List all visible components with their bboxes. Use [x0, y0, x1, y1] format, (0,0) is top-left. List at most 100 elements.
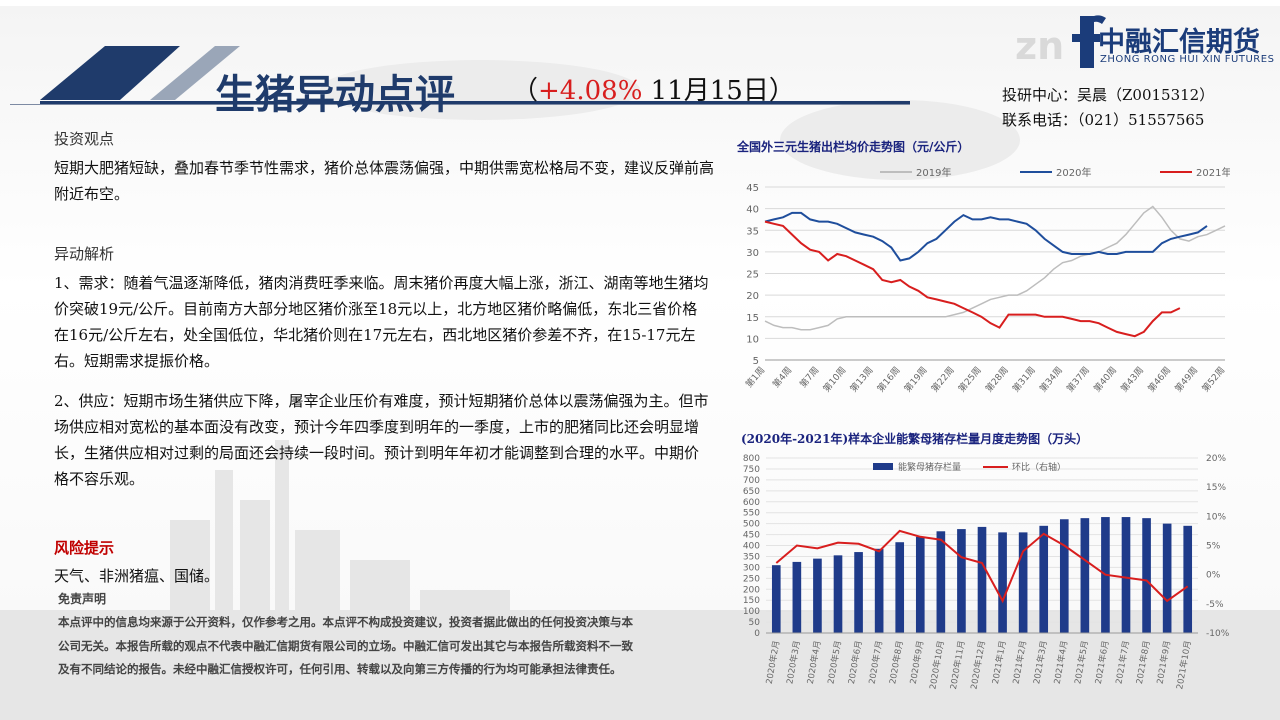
legend-label-line: 环比（右轴） [1012, 461, 1066, 473]
legend-label-0: 2019年 [916, 166, 951, 179]
x-tick-label: 2021年5月 [1072, 640, 1090, 685]
x-tick-label: 2021年6月 [1093, 640, 1111, 685]
bar [854, 552, 863, 633]
x-tick-label: 第22周 [929, 364, 957, 394]
disclaimer-text: 本点评中的信息均来源于公开资料，仅作参考之用。本点评不构成投资建议，投资者据此做… [58, 615, 633, 676]
x-tick-label: 2020年9月 [908, 640, 926, 685]
paren-close: ） [768, 76, 795, 106]
view-section-title: 投资观点 [54, 130, 115, 148]
x-tick-label: 第28周 [983, 364, 1011, 394]
x-tick-label: 2021年9月 [1155, 640, 1173, 685]
y-tick-label: 350 [743, 552, 760, 562]
x-tick-label: 第37周 [1064, 364, 1092, 394]
x-tick-label: 第4周 [770, 364, 794, 390]
y-tick-label: 50 [749, 618, 761, 628]
x-tick-label: 第16周 [874, 364, 902, 394]
y-tick-label: 750 [743, 465, 760, 475]
x-tick-label: 第1周 [743, 364, 767, 390]
y-tick-label: 400 [743, 542, 760, 552]
x-tick-label: 第40周 [1091, 364, 1119, 394]
y-tick-label: 300 [743, 563, 760, 573]
y-tick-label: 0 [754, 629, 760, 639]
bar [1183, 525, 1193, 633]
y-tick-label: 700 [743, 476, 760, 486]
bar [1018, 532, 1028, 633]
legend-swatch-bar [873, 463, 893, 470]
y2-tick-label: 0% [1206, 571, 1221, 581]
bar [833, 555, 843, 633]
bar [1080, 518, 1090, 633]
change-percent: +4.08% [538, 76, 643, 106]
risk-text: 天气、非洲猪瘟、国储。 [54, 567, 220, 585]
x-tick-label: 2021年4月 [1052, 640, 1070, 685]
bar [1162, 523, 1172, 633]
x-tick-label: 第52周 [1199, 364, 1227, 394]
company-logo-icon: zn [1015, 15, 1106, 68]
x-tick-label: 第10周 [820, 364, 848, 394]
logo-name-en: ZHONG RONG HUI XIN FUTURES [1100, 54, 1275, 65]
x-tick-label: 第7周 [797, 364, 821, 390]
series-line-0 [764, 205, 1226, 331]
price-line-chart: 2019年 2020年 2021年 5 10 15 20 25 30 35 40 45 第1周 第4周 第7… [743, 166, 1230, 394]
x-tick-label: 2021年2月 [1011, 640, 1029, 685]
logo-name-cn: 中融汇信期货 [1098, 27, 1260, 58]
x-tick-label: 2020年8月 [887, 640, 905, 685]
analysis-supply-text: 2、供应：短期市场生猪供应下降，屠宰企业压价有难度，预计短期猪价总体以震荡偏强为… [54, 392, 709, 488]
y2-tick-label: 15% [1206, 483, 1226, 493]
y-tick-label: 500 [743, 520, 760, 530]
x-tick-label: 第34周 [1037, 364, 1065, 394]
y2-tick-label: -10% [1206, 629, 1230, 639]
x-tick-label: 第19周 [902, 364, 930, 394]
price-chart-title: 全国外三元生猪出栏均价走势图（元/公斤） [737, 140, 970, 154]
y2-tick-label: 10% [1206, 512, 1226, 522]
x-tick-label: 2020年3月 [784, 640, 802, 685]
x-tick-label: 第46周 [1145, 364, 1173, 394]
y-tick-label: 100 [743, 607, 760, 617]
x-tick-label: 第31周 [1010, 364, 1038, 394]
contact-analyst: 投研中心：吴晨（Z0015312） [1002, 86, 1215, 104]
y-tick-label: 45 [746, 183, 759, 194]
y-tick-label: 30 [746, 248, 759, 259]
x-tick-label: 2020年10月 [927, 640, 946, 691]
mom-line [775, 529, 1189, 604]
x-tick-label: 2020年11月 [948, 640, 967, 691]
svg-text:zn: zn [1015, 24, 1064, 68]
bar [1121, 517, 1131, 633]
y-tick-label: 550 [743, 509, 760, 519]
y-tick-label: 5 [753, 356, 759, 367]
bar [874, 548, 884, 633]
bar [998, 532, 1007, 633]
x-tick-label: 2020年4月 [805, 640, 823, 685]
x-tick-label: 2020年2月 [764, 640, 782, 685]
y-tick-label: 25 [746, 270, 759, 281]
x-tick-label: 2020年12月 [969, 640, 988, 691]
bar [771, 565, 781, 633]
bar [1142, 518, 1151, 633]
y2-tick-label: -5% [1206, 600, 1224, 610]
x-tick-label: 2021年7月 [1113, 640, 1131, 685]
legend-label-2: 2021年 [1196, 166, 1230, 179]
y-tick-label: 35 [746, 226, 759, 237]
x-tick-label: 2020年6月 [846, 640, 864, 685]
bar [1059, 519, 1069, 633]
analysis-demand-text: 1、需求：随着气温逐渐降低，猪肉消费旺季来临。周末猪价再度大幅上涨，浙江、湖南等… [54, 274, 709, 370]
header-banner [0, 0, 1280, 105]
bar [957, 529, 966, 633]
series-line-1 [764, 211, 1208, 262]
x-tick-label: 第25周 [956, 364, 984, 394]
header-stripe-light [150, 46, 240, 100]
legend-label-bar: 能繁母猪存栏量 [898, 461, 961, 473]
series-line-2 [764, 220, 1181, 338]
y-tick-label: 150 [743, 596, 760, 606]
x-tick-label: 2021年3月 [1031, 640, 1049, 685]
y-tick-label: 250 [743, 574, 760, 584]
bar [936, 531, 946, 633]
analysis-section-title: 异动解析 [54, 245, 115, 263]
sow-chart-title: (2020年-2021年)样本企业能繁母猪存栏量月度走势图（万头） [741, 432, 1089, 446]
page-title: 生猪异动点评 [215, 72, 455, 118]
x-tick-label: 2021年8月 [1134, 640, 1152, 685]
y-tick-label: 15 [746, 313, 759, 324]
x-tick-label: 第43周 [1118, 364, 1146, 394]
y-tick-label: 800 [743, 454, 760, 464]
